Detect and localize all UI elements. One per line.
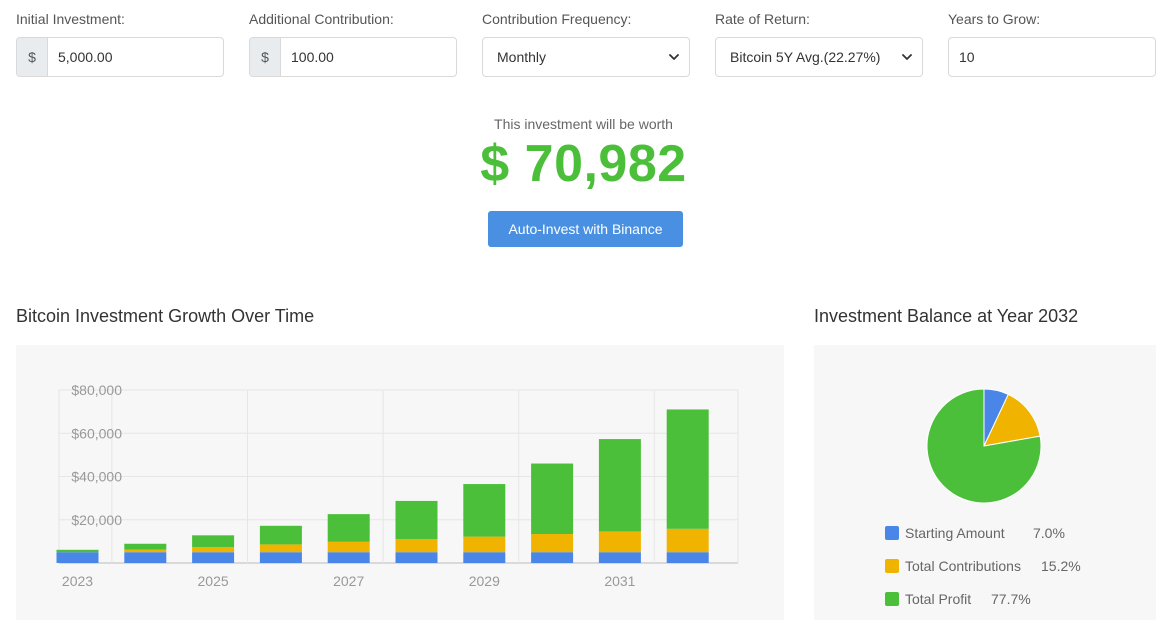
bar-segment[interactable] <box>531 534 574 553</box>
x-tick-label: 2023 <box>62 573 93 589</box>
bar-segment[interactable] <box>395 500 438 540</box>
currency-prefix: $ <box>17 38 48 76</box>
bar-segment[interactable] <box>531 552 574 563</box>
pie-chart-panel <box>814 345 1156 620</box>
legend-swatch <box>885 559 899 573</box>
initial-investment-value[interactable]: 5,000.00 <box>58 49 113 65</box>
bar-segment[interactable] <box>259 544 302 553</box>
legend-starting-amount: Starting Amount 7.0% <box>885 525 1065 541</box>
legend-swatch <box>885 592 899 606</box>
bar-segment[interactable] <box>327 552 370 563</box>
bar-segment[interactable] <box>666 552 709 563</box>
pie-chart-title: Investment Balance at Year 2032 <box>814 306 1079 326</box>
legend-label: Total Profit <box>905 591 972 607</box>
bar-segment[interactable] <box>259 525 302 545</box>
x-tick-label: 2031 <box>604 573 635 589</box>
bar-segment[interactable] <box>463 536 506 553</box>
initial-investment-input[interactable]: $ 5,000.00 <box>16 37 224 77</box>
bar-segment[interactable] <box>666 409 709 529</box>
pie-slice[interactable] <box>983 393 1041 447</box>
y-tick-label: $80,000 <box>71 382 122 398</box>
bar-segment[interactable] <box>666 528 709 553</box>
x-tick-label: 2025 <box>198 573 229 589</box>
bar-segment[interactable] <box>327 541 370 553</box>
legend-total-contributions: Total Contributions 15.2% <box>885 558 1081 574</box>
years-to-grow-label: Years to Grow: <box>948 11 1041 27</box>
chevron-down-icon <box>892 54 922 60</box>
legend-percent: 15.2% <box>1041 558 1081 574</box>
legend-percent: 77.7% <box>991 591 1031 607</box>
additional-contribution-input[interactable]: $ 100.00 <box>249 37 457 77</box>
chevron-down-icon <box>659 54 689 60</box>
contribution-frequency-value: Monthly <box>497 49 547 65</box>
contribution-frequency-select[interactable]: Monthly <box>482 37 690 77</box>
result-label: This investment will be worth <box>494 116 673 132</box>
x-tick-label: 2027 <box>333 573 364 589</box>
bar-segment[interactable] <box>124 549 167 553</box>
bar-segment[interactable] <box>463 484 506 537</box>
bar-segment[interactable] <box>192 552 235 563</box>
bar-segment[interactable] <box>124 552 167 563</box>
bar-segment[interactable] <box>192 535 235 547</box>
bar-segment[interactable] <box>463 552 506 563</box>
pie-chart <box>926 388 1042 504</box>
bar-chart-title: Bitcoin Investment Growth Over Time <box>16 306 315 326</box>
bar-segment[interactable] <box>531 463 574 535</box>
y-tick-label: $60,000 <box>71 425 122 441</box>
auto-invest-button[interactable]: Auto-Invest with Binance <box>488 211 683 247</box>
bar-segment[interactable] <box>124 543 167 550</box>
bar-segment[interactable] <box>598 552 641 563</box>
result-value: $ 70,982 <box>480 135 687 193</box>
bar-segment[interactable] <box>598 531 641 553</box>
bar-segment[interactable] <box>598 439 641 532</box>
x-tick-label: 2029 <box>469 573 500 589</box>
legend-total-profit: Total Profit 77.7% <box>885 591 1031 607</box>
bar-segment[interactable] <box>395 539 438 553</box>
legend-label: Total Contributions <box>905 558 1021 574</box>
legend-swatch <box>885 526 899 540</box>
bar-segment[interactable] <box>395 552 438 563</box>
bar-segment[interactable] <box>56 549 99 553</box>
additional-contribution-label: Additional Contribution: <box>249 11 394 27</box>
initial-investment-label: Initial Investment: <box>16 11 125 27</box>
rate-of-return-select[interactable]: Bitcoin 5Y Avg.(22.27%) <box>715 37 923 77</box>
bar-chart-panel: $80,000 $60,000 $40,000 $20,000 2023 2025 2027… <box>16 345 784 620</box>
years-to-grow-input[interactable]: 10 <box>948 37 1156 77</box>
bar-segment[interactable] <box>192 546 235 553</box>
contribution-frequency-label: Contribution Frequency: <box>482 11 632 27</box>
bar-chart: $80,000 $60,000 $40,000 $20,000 2023 2025 2027… <box>56 382 739 589</box>
pie-slice[interactable] <box>926 388 1042 504</box>
bar-segment[interactable] <box>56 552 99 563</box>
bar-segment[interactable] <box>259 552 302 563</box>
legend-percent: 7.0% <box>1033 525 1065 541</box>
additional-contribution-value[interactable]: 100.00 <box>291 49 334 65</box>
years-to-grow-value[interactable]: 10 <box>959 49 975 65</box>
rate-of-return-value: Bitcoin 5Y Avg.(22.27%) <box>730 49 881 65</box>
rate-of-return-label: Rate of Return: <box>715 11 810 27</box>
bar-segment[interactable] <box>327 514 370 542</box>
currency-prefix: $ <box>250 38 281 76</box>
y-tick-label: $40,000 <box>71 469 122 485</box>
y-tick-label: $20,000 <box>71 512 122 528</box>
legend-label: Starting Amount <box>905 525 1005 541</box>
